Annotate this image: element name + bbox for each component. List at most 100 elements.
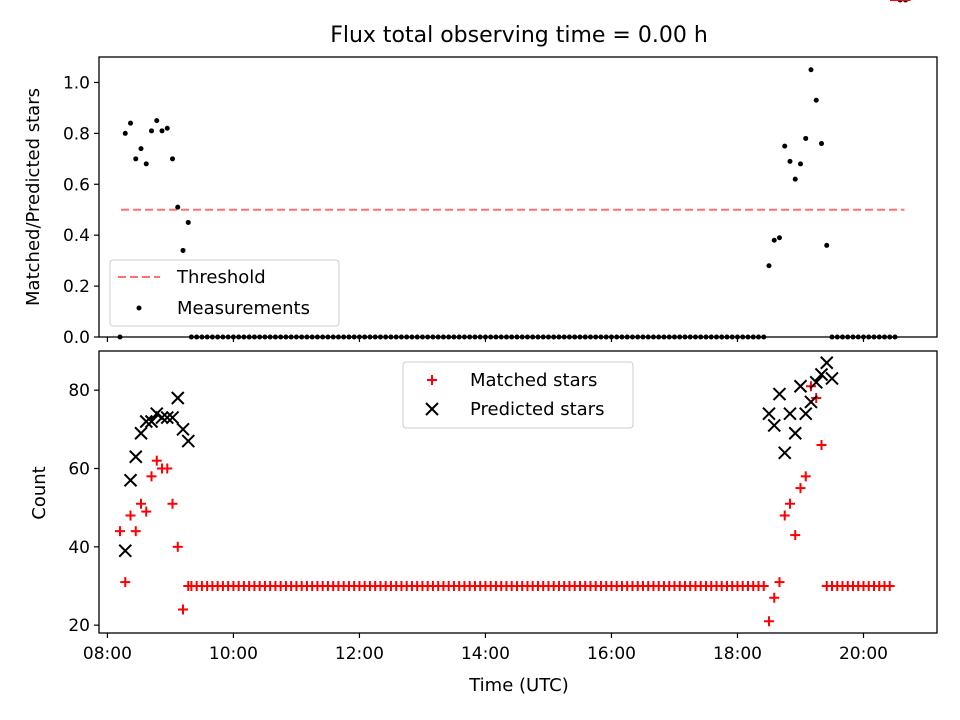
measurement-point xyxy=(149,128,155,134)
predicted-stars-point xyxy=(799,406,813,421)
matched-stars-point xyxy=(884,581,895,591)
measurement-point xyxy=(792,176,798,182)
predicted-stars-point xyxy=(123,473,138,487)
measurement-point xyxy=(154,118,160,124)
predicted-stars-point xyxy=(778,446,792,460)
matched-stars-point xyxy=(784,498,795,509)
x-tick-label: 10:00 xyxy=(209,644,258,664)
count-plot-area xyxy=(115,0,911,627)
measurement-point xyxy=(128,120,134,126)
measurement-point xyxy=(766,263,772,269)
matched-stars-point xyxy=(146,471,157,482)
predicted-stars-point xyxy=(762,406,776,421)
predicted-legend-swatch xyxy=(425,402,439,416)
measurement-point xyxy=(164,125,170,131)
matched-legend-swatch xyxy=(427,375,437,385)
matched-stars-point xyxy=(758,581,769,591)
x-tick-label: 08:00 xyxy=(83,644,132,664)
predicted-stars-point xyxy=(809,375,823,390)
matched-stars-point xyxy=(774,577,785,588)
y-tick-label: 60 xyxy=(68,460,90,480)
predicted-stars-point xyxy=(181,434,195,448)
measurement-point xyxy=(818,141,824,147)
matched-stars-point xyxy=(120,577,131,588)
y-tick-label: 20 xyxy=(68,616,90,636)
matched-stars-point xyxy=(115,526,126,537)
predicted-stars-point xyxy=(160,410,174,425)
matched-stars-point xyxy=(795,483,806,494)
predicted-stars-point xyxy=(134,426,148,440)
ratio-panel: 0.0 0.2 0.4 0.6 0.8 1.0 Matched/Predicted sta… xyxy=(23,0,938,348)
measurement-point xyxy=(776,235,782,241)
x-axis-label: Time (UTC) xyxy=(468,675,569,696)
ratio-legend-box xyxy=(109,259,340,327)
measurement-point xyxy=(824,242,830,248)
matched-stars-point xyxy=(763,616,774,627)
count-panel-frame xyxy=(98,350,938,634)
measurement-point xyxy=(803,135,809,141)
count-axis-ticks: 20 40 60 80 08:00 10:00 12:00 14:00 16:00 18:00 20… xyxy=(68,381,888,664)
x-tick-label: 18:00 xyxy=(713,644,762,664)
matched-stars-point xyxy=(162,463,173,474)
x-tick-label: 14:00 xyxy=(461,644,510,664)
measurement-point xyxy=(813,97,819,103)
predicted-stars-point xyxy=(165,410,180,425)
measurement-point xyxy=(808,67,814,73)
predicted-stars-point xyxy=(825,371,839,386)
y-tick-label: 0.8 xyxy=(63,124,90,144)
predicted-stars-point xyxy=(118,544,132,558)
matched-stars-point xyxy=(151,455,162,466)
predicted-stars-point xyxy=(139,414,153,429)
matched-stars-point xyxy=(136,498,147,509)
measurements-legend-label: Measurements xyxy=(177,298,310,319)
matched-stars-point xyxy=(167,498,178,509)
count-panel: 20 40 60 80 08:00 10:00 12:00 14:00 16:00 18:00 20… xyxy=(29,0,938,696)
predicted-stars-point xyxy=(129,450,143,464)
predicted-stars-point xyxy=(783,406,797,421)
measurement-point xyxy=(138,146,144,152)
matched-stars-point xyxy=(130,526,141,537)
predicted-stars-point xyxy=(176,422,190,437)
predicted-legend-label: Predicted stars xyxy=(470,399,604,420)
ratio-legend: Threshold Measurements xyxy=(109,259,340,327)
chart-title: Flux total observing time = 0.00 h xyxy=(330,23,708,48)
predicted-stars-point xyxy=(144,414,159,429)
measurement-point xyxy=(133,156,139,162)
matched-stars-point xyxy=(125,510,136,521)
predicted-stars-point xyxy=(820,356,834,370)
measurement-point xyxy=(782,143,788,149)
matched-stars-point xyxy=(816,440,827,450)
y-tick-label: 0.2 xyxy=(63,277,90,297)
x-tick-label: 12:00 xyxy=(335,644,384,664)
measurement-point xyxy=(180,247,186,253)
y-tick-label: 0.4 xyxy=(63,226,90,246)
predicted-stars-point xyxy=(155,410,169,425)
predicted-stars-point xyxy=(793,379,808,393)
matched-stars-point xyxy=(769,592,780,603)
y-tick-label: 80 xyxy=(68,381,90,401)
measurement-point xyxy=(143,161,149,167)
matched-stars-point xyxy=(800,471,811,482)
predicted-stars-point xyxy=(788,426,802,440)
matched-stars-point xyxy=(172,541,183,552)
measurement-point xyxy=(159,128,165,134)
threshold-legend-label: Threshold xyxy=(176,267,266,288)
matched-legend-label: Matched stars xyxy=(470,370,597,391)
x-tick-label: 16:00 xyxy=(587,644,636,664)
predicted-stars-point xyxy=(804,395,818,409)
y-tick-label: 40 xyxy=(68,538,90,558)
matched-stars-point xyxy=(790,530,801,541)
count-y-axis-label: Count xyxy=(29,466,50,519)
y-tick-label: 0.0 xyxy=(63,328,90,348)
measurement-point xyxy=(170,156,176,162)
count-legend: Matched stars Predicted stars xyxy=(402,361,634,429)
matched-stars-point xyxy=(178,604,189,615)
ratio-y-axis-label: Matched/Predicted stars xyxy=(23,88,44,306)
measurement-point xyxy=(122,130,128,136)
matched-stars-point xyxy=(779,510,790,521)
measurement-point xyxy=(175,204,181,210)
predicted-stars-point xyxy=(171,391,185,405)
count-legend-box xyxy=(402,361,634,429)
